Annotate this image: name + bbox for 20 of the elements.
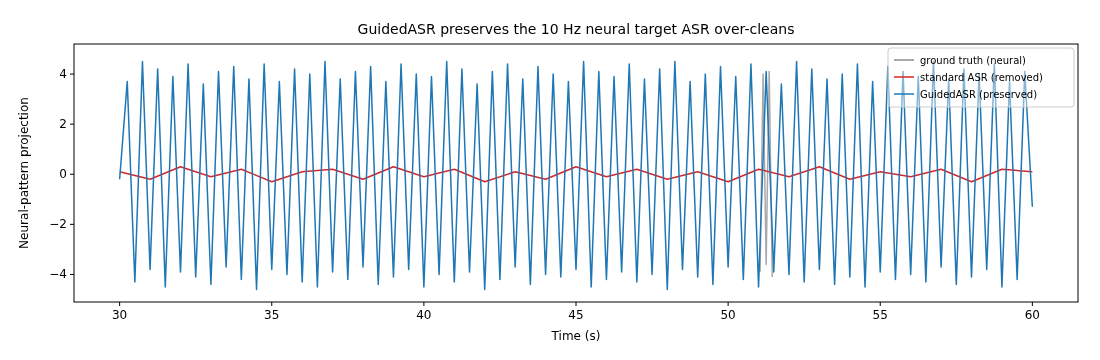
x-tick-label: 40 [416,308,432,322]
y-axis-title: Neural-pattern projection [17,97,31,249]
x-tick-label: 30 [112,308,128,322]
x-tick-label: 35 [264,308,280,322]
x-tick-label: 55 [872,308,888,322]
legend-label: standard ASR (removed) [920,72,1044,83]
legend-label: GuidedASR (preserved) [920,89,1038,100]
x-tick-label: 60 [1024,308,1040,322]
y-tick-label: 2 [59,117,67,132]
y-tick-label: −2 [49,217,67,232]
y-tick-label: 0 [59,167,67,182]
x-axis-title: Time (s) [550,329,601,343]
y-tick-label: −4 [49,267,67,282]
y-tick-label: 4 [59,67,67,82]
x-tick-label: 50 [720,308,736,322]
line-series [759,70,773,278]
chart-title: GuidedASR preserves the 10 Hz neural target ASR over-cleans [357,21,795,37]
legend-label: ground truth (neural) [920,55,1027,66]
x-tick-label: 45 [568,308,584,322]
line-series [118,165,1034,183]
